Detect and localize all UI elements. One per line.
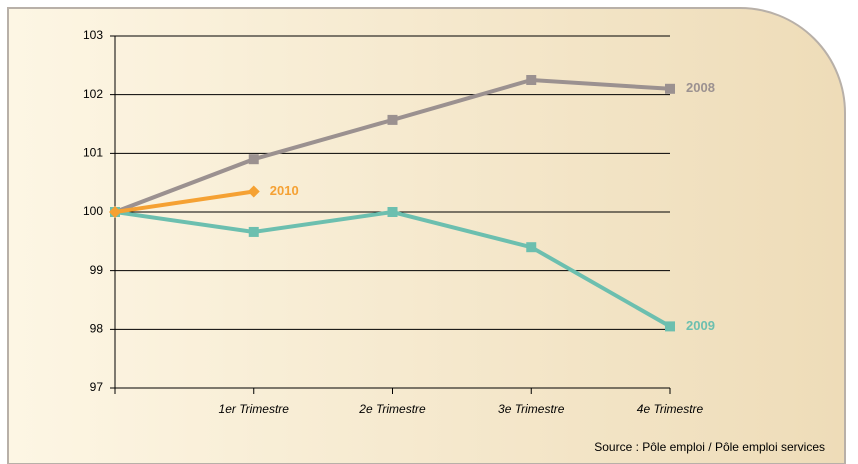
x-tick-label: 4e Trimestre	[637, 402, 704, 416]
x-tick-label: 3e Trimestre	[498, 402, 565, 416]
series-label: 2010	[270, 183, 299, 198]
marker	[526, 75, 537, 85]
y-tick-label: 102	[83, 87, 103, 101]
y-tick-label: 98	[90, 322, 104, 336]
y-tick-label: 97	[90, 380, 104, 394]
y-tick-label: 103	[83, 28, 103, 42]
series-label: 2008	[686, 80, 715, 95]
series-label: 2009	[686, 318, 715, 333]
series-line	[114, 189, 255, 214]
marker	[665, 83, 675, 94]
marker	[387, 207, 398, 217]
marker	[247, 185, 260, 198]
source: Source : Pôle emploi / Pôle emploi servi…	[594, 440, 825, 454]
marker	[248, 154, 259, 165]
y-tick-label: 99	[90, 263, 104, 277]
marker	[526, 242, 537, 253]
y-tick-label: 100	[83, 204, 103, 218]
marker	[387, 114, 398, 125]
marker	[665, 321, 675, 332]
marker	[248, 226, 259, 237]
marker	[109, 206, 121, 218]
x-tick-label: 1er Trimestre	[219, 402, 290, 416]
panel	[7, 7, 846, 464]
x-tick-label: 2e Trimestre	[358, 402, 426, 416]
y-tick-label: 101	[83, 146, 103, 160]
